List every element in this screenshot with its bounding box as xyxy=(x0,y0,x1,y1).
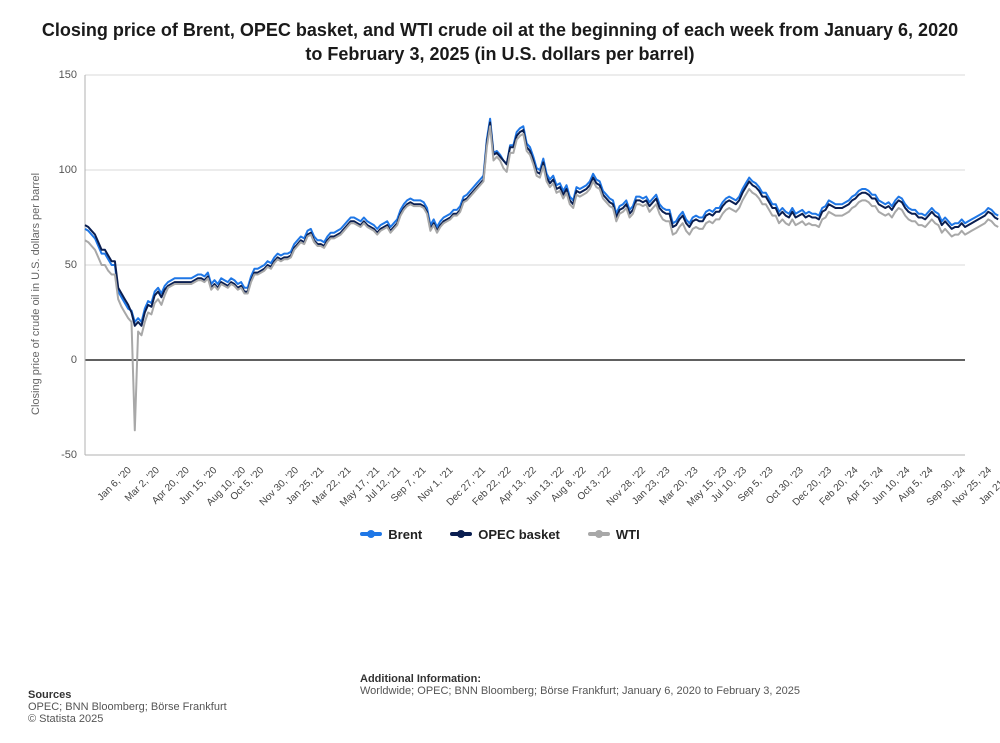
xtick-label: Oct 30, '23 xyxy=(764,465,806,507)
sources-text-1: OPEC; BNN Bloomberg; Börse Frankfurt xyxy=(28,701,227,713)
legend-swatch xyxy=(588,532,610,536)
ytick-label: -50 xyxy=(61,449,77,461)
legend-swatch xyxy=(450,532,472,536)
xtick-label: Mar 2, '20 xyxy=(123,465,162,504)
xtick-label: May 17, '21 xyxy=(338,465,382,509)
xtick-label: Mar 20, '23 xyxy=(658,465,701,508)
legend-label: OPEC basket xyxy=(478,527,560,542)
xtick-label: Sep 7, '21 xyxy=(389,465,428,504)
sources-block: Sources OPEC; BNN Bloomberg; Börse Frank… xyxy=(28,689,227,725)
chart-title: Closing price of Brent, OPEC basket, and… xyxy=(0,0,1000,75)
legend-item: Brent xyxy=(360,527,422,542)
xtick-label: Jul 10, '23 xyxy=(710,465,750,505)
xtick-label: Oct 3, '22 xyxy=(575,465,613,503)
additional-heading: Additional Information: xyxy=(360,673,800,685)
xtick-label: Sep 30, '24 xyxy=(924,465,967,508)
xtick-label: May 15, '23 xyxy=(685,465,729,509)
legend-swatch xyxy=(360,532,382,536)
ytick-label: 100 xyxy=(59,164,77,176)
ytick-label: 50 xyxy=(65,259,77,271)
xtick-label: Jan 23, '23 xyxy=(631,465,673,507)
xtick-label: Jun 15, '20 xyxy=(177,465,219,507)
legend-label: Brent xyxy=(388,527,422,542)
xtick-label: Jun 13, '22 xyxy=(524,465,566,507)
ytick-label: 0 xyxy=(71,354,77,366)
xtick-label: Aug 10, '20 xyxy=(204,465,247,508)
additional-info-block: Additional Information: Worldwide; OPEC;… xyxy=(360,673,800,697)
xtick-label: Jan 6, '20 xyxy=(96,465,134,503)
sources-copyright: © Statista 2025 xyxy=(28,713,227,725)
xtick-label: Jan 21, '25 xyxy=(977,465,1000,507)
xtick-label: Apr 20, '20 xyxy=(150,465,192,507)
xtick-label: Nov 25, '24 xyxy=(951,465,994,508)
chart-plot-area: Closing price of crude oil in U.S. dolla… xyxy=(85,75,965,455)
ytick-label: 150 xyxy=(59,69,77,81)
xtick-label: Feb 20, '24 xyxy=(818,465,861,508)
legend-item: OPEC basket xyxy=(450,527,560,542)
additional-text: Worldwide; OPEC; BNN Bloomberg; Börse Fr… xyxy=(360,685,800,697)
xtick-label: Nov 30, '20 xyxy=(258,465,301,508)
xtick-label: Oct 5, '20 xyxy=(229,465,267,503)
xtick-label: Apr 13, '22 xyxy=(497,465,539,507)
sources-heading: Sources xyxy=(28,689,227,701)
xtick-label: Dec 20, '23 xyxy=(791,465,834,508)
xtick-label: Jul 12, '21 xyxy=(363,465,403,505)
xtick-label: Mar 22, '21 xyxy=(311,465,354,508)
xtick-label: Jun 10, '24 xyxy=(871,465,913,507)
xtick-label: Apr 15, '24 xyxy=(844,465,886,507)
xtick-label: Nov 28, '22 xyxy=(604,465,647,508)
xtick-label: Nov 1, '21 xyxy=(416,465,455,504)
legend-label: WTI xyxy=(616,527,640,542)
legend: Brent OPEC basket WTI xyxy=(0,527,1000,542)
xtick-label: Aug 8, '22 xyxy=(549,465,588,504)
legend-item: WTI xyxy=(588,527,640,542)
xtick-label: Aug 5, '24 xyxy=(896,465,935,504)
yaxis-title: Closing price of crude oil in U.S. dolla… xyxy=(30,172,42,414)
line-chart-svg xyxy=(85,75,965,455)
xtick-label: Feb 22, '22 xyxy=(471,465,514,508)
xtick-label: Sep 5, '23 xyxy=(736,465,775,504)
xtick-label: Dec 27, '21 xyxy=(444,465,487,508)
xtick-label: Jan 25, '21 xyxy=(284,465,326,507)
